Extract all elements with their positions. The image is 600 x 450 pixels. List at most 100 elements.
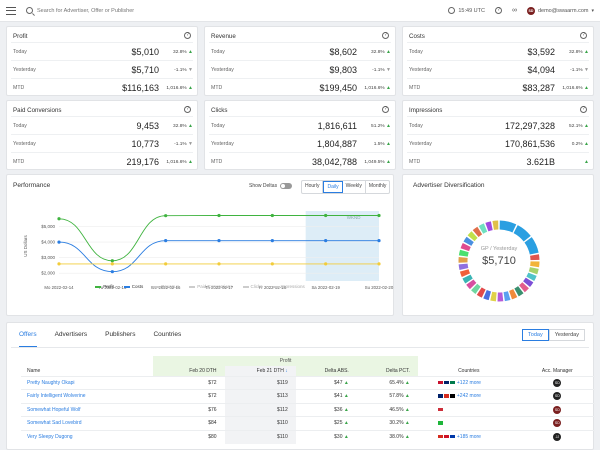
data-point[interactable] bbox=[217, 239, 221, 243]
more-countries-link[interactable]: +122 more bbox=[456, 379, 481, 386]
manager-avatar[interactable]: JJ bbox=[553, 433, 562, 441]
legend-item[interactable]: Paid Conversions bbox=[189, 284, 233, 289]
table-row[interactable]: Very Sleepy Dugong $80 $110 $30 ▲ 38.0% ▲ +18… bbox=[21, 429, 595, 444]
period-today[interactable]: Today bbox=[522, 329, 549, 341]
help-icon[interactable]: ? bbox=[580, 32, 587, 39]
cell-delta-pct: 65.4% ▲ bbox=[356, 375, 418, 390]
col-name[interactable]: Name bbox=[27, 367, 41, 374]
col-feb20[interactable]: Feb 20 DTH bbox=[153, 366, 225, 376]
table-row[interactable]: Somewhat Sad Lovebird $84 $110 $25 ▲ 30.2% ▲… bbox=[21, 416, 595, 430]
legend-item[interactable]: Clicks bbox=[242, 284, 263, 289]
data-point[interactable] bbox=[164, 214, 168, 218]
period-yesterday[interactable]: Yesterday bbox=[548, 329, 585, 341]
col-delta-abs[interactable]: Delta ABS. bbox=[295, 366, 357, 376]
more-countries-link[interactable]: +242 more bbox=[456, 393, 481, 400]
manager-avatar[interactable]: SD bbox=[553, 378, 562, 387]
legend-item[interactable]: Impressions bbox=[272, 284, 305, 289]
donut-segment[interactable] bbox=[462, 274, 473, 284]
donut-segment[interactable] bbox=[518, 282, 529, 293]
range-hourly[interactable]: Hourly bbox=[302, 181, 324, 193]
user-menu[interactable]: SD demo@swaarm.com ▾ bbox=[526, 6, 594, 15]
donut-segment[interactable] bbox=[459, 269, 471, 277]
show-deltas-toggle[interactable] bbox=[280, 183, 293, 189]
help-icon[interactable]: ? bbox=[580, 106, 587, 113]
data-point[interactable] bbox=[164, 239, 168, 243]
table-row[interactable]: Somewhat Hopeful Wolf $76 $112 $36 ▲ 46.5% ▲… bbox=[21, 402, 595, 417]
tab-countries[interactable]: Countries bbox=[153, 331, 182, 338]
donut-segment[interactable] bbox=[458, 263, 469, 271]
col-feb21[interactable]: Feb 21 DTH ↓ bbox=[224, 366, 296, 376]
data-point[interactable] bbox=[324, 262, 328, 266]
data-point[interactable] bbox=[377, 262, 381, 266]
legend-item[interactable]: Revenue bbox=[153, 284, 179, 289]
data-point[interactable] bbox=[110, 259, 114, 263]
donut-segment[interactable] bbox=[513, 225, 531, 242]
data-point[interactable] bbox=[377, 213, 381, 218]
donut-segment[interactable] bbox=[526, 272, 537, 282]
donut-segment[interactable] bbox=[458, 249, 469, 257]
data-point[interactable] bbox=[217, 213, 221, 218]
menu-icon[interactable] bbox=[6, 6, 16, 15]
donut-segment[interactable] bbox=[476, 287, 486, 298]
col-delta-pct[interactable]: Delta PCT. bbox=[356, 366, 418, 376]
offer-name-link[interactable]: Pretty Naughty Okapi bbox=[21, 375, 154, 390]
data-point[interactable] bbox=[164, 262, 168, 266]
data-point[interactable] bbox=[110, 262, 114, 266]
link-icon[interactable]: ∞ bbox=[511, 7, 517, 14]
help-icon[interactable]: ? bbox=[382, 106, 389, 113]
donut-segment[interactable] bbox=[467, 231, 478, 242]
manager-avatar[interactable]: SD bbox=[553, 419, 562, 428]
stat-delta-value: 1,016.6% bbox=[562, 85, 583, 91]
donut-segment[interactable] bbox=[528, 267, 539, 275]
data-point[interactable] bbox=[270, 239, 274, 243]
legend-item[interactable]: Costs bbox=[123, 284, 143, 289]
data-point[interactable] bbox=[377, 239, 381, 243]
range-weekly[interactable]: Weekly bbox=[343, 181, 366, 193]
data-point[interactable] bbox=[57, 262, 61, 266]
donut-segment[interactable] bbox=[490, 291, 497, 302]
search-input[interactable] bbox=[37, 7, 317, 14]
range-daily[interactable]: Daily bbox=[323, 181, 343, 193]
donut-segment[interactable] bbox=[524, 237, 539, 255]
data-point[interactable] bbox=[270, 262, 274, 266]
data-point[interactable] bbox=[270, 213, 274, 218]
donut-segment[interactable] bbox=[466, 279, 477, 290]
donut-segment[interactable] bbox=[460, 242, 471, 252]
cell-delta-abs: $36 ▲ bbox=[295, 402, 357, 417]
offer-name-link[interactable]: Somewhat Hopeful Wolf bbox=[21, 402, 154, 417]
manager-avatar[interactable]: SD bbox=[553, 392, 562, 401]
data-point[interactable] bbox=[110, 270, 114, 274]
help-icon[interactable]: ? bbox=[184, 32, 191, 39]
donut-segment[interactable] bbox=[463, 236, 474, 246]
donut-segment[interactable] bbox=[499, 220, 517, 233]
donut-segment[interactable] bbox=[483, 289, 492, 301]
help-icon[interactable]: ? bbox=[184, 106, 191, 113]
help-icon[interactable]: ? bbox=[494, 7, 502, 14]
donut-segment[interactable] bbox=[471, 283, 481, 294]
donut-segment[interactable] bbox=[523, 277, 534, 288]
donut-segment[interactable] bbox=[514, 286, 524, 297]
data-point[interactable] bbox=[324, 239, 328, 243]
manager-avatar[interactable]: SD bbox=[553, 405, 562, 414]
data-point[interactable] bbox=[324, 213, 328, 218]
tab-publishers[interactable]: Publishers bbox=[105, 331, 136, 338]
legend-item[interactable]: Profit bbox=[95, 284, 114, 289]
data-point[interactable] bbox=[217, 262, 221, 266]
donut-segment[interactable] bbox=[509, 289, 518, 300]
offer-name-link[interactable]: Fairly Intelligent Wolverine bbox=[21, 389, 154, 403]
table-row[interactable]: Fairly Intelligent Wolverine $72 $113 $41 ▲… bbox=[21, 389, 595, 403]
help-icon[interactable]: ? bbox=[382, 32, 389, 39]
table-row[interactable]: Pretty Naughty Okapi $72 $119 $47 ▲ 65.4% ▲ +… bbox=[21, 375, 595, 390]
data-point[interactable] bbox=[57, 240, 61, 244]
donut-segment[interactable] bbox=[485, 221, 493, 232]
more-countries-link[interactable]: +185 more bbox=[456, 434, 481, 440]
tab-offers[interactable]: Offers bbox=[19, 331, 37, 347]
tab-advertisers[interactable]: Advertisers bbox=[54, 331, 88, 338]
donut-segment[interactable] bbox=[503, 291, 511, 302]
range-monthly[interactable]: Monthly bbox=[368, 183, 387, 189]
data-point[interactable] bbox=[57, 217, 61, 221]
donut-segment[interactable] bbox=[472, 226, 483, 238]
offer-name-link[interactable]: Very Sleepy Dugong bbox=[21, 429, 154, 444]
donut-segment[interactable] bbox=[478, 223, 488, 234]
offer-name-link[interactable]: Somewhat Sad Lovebird bbox=[21, 416, 154, 430]
